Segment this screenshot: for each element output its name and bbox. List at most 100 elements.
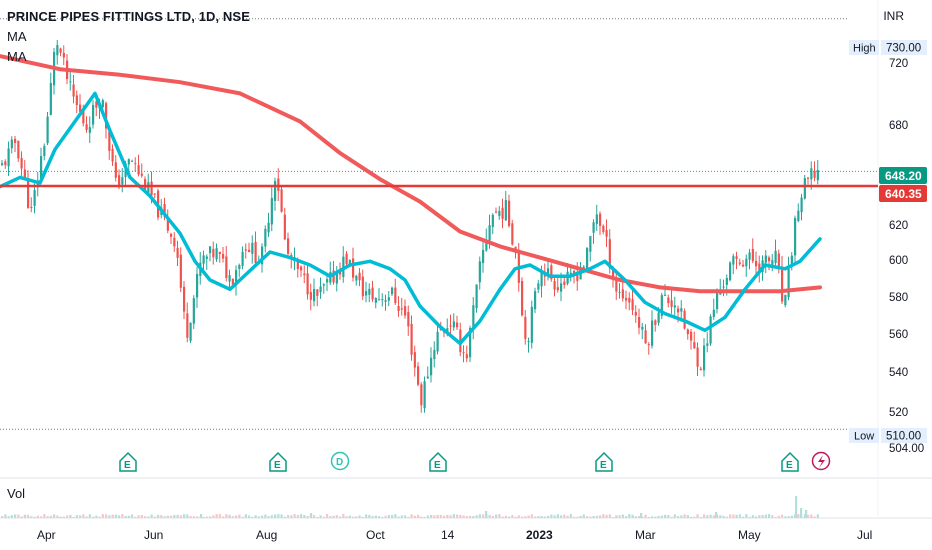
candle-body (417, 366, 420, 385)
volume-bar (540, 515, 543, 518)
earnings-icon[interactable]: E (119, 451, 137, 472)
candle-body (491, 214, 494, 227)
volume-bar (599, 515, 602, 518)
volume-bar (46, 516, 49, 518)
candle-body (456, 322, 459, 328)
candle-body (742, 264, 745, 267)
volume-bar (196, 516, 199, 518)
candles (1, 39, 819, 413)
split-lightning-icon[interactable] (811, 451, 831, 471)
candle-body (218, 251, 221, 255)
volume-bar (105, 514, 108, 518)
volume-bar (443, 515, 446, 518)
candle-body (706, 343, 709, 346)
candle-body (384, 300, 387, 302)
volume-bar (628, 514, 631, 518)
candle-body (105, 103, 108, 129)
candle-body (764, 255, 767, 263)
candle-body (400, 308, 403, 310)
volume-bar (290, 515, 293, 518)
candle-body (62, 52, 65, 58)
candle-body (300, 266, 303, 271)
candle-body (771, 260, 774, 265)
volume-bar (787, 516, 790, 518)
volume-bar (755, 516, 758, 518)
high-label: High 730.00 (849, 40, 927, 55)
volume-bar (631, 514, 634, 518)
volume-bar (82, 514, 85, 518)
earnings-icon[interactable]: E (269, 451, 287, 472)
candle-body (56, 45, 59, 56)
earnings-icon-label: E (600, 460, 607, 471)
candle-body (316, 289, 319, 296)
candle-body (49, 83, 52, 115)
candle-body (114, 162, 117, 178)
volume-bar (524, 516, 527, 518)
volume-bar (781, 514, 784, 518)
volume-bar (664, 514, 667, 518)
volume-bar (677, 516, 680, 518)
earnings-icon[interactable]: E (595, 451, 613, 472)
candle-body (462, 352, 465, 354)
earnings-icon[interactable]: E (429, 451, 447, 472)
earnings-icon-label: E (786, 460, 793, 471)
volume-bar (358, 515, 361, 518)
volume-bar (456, 514, 459, 518)
candle-body (176, 247, 179, 258)
candle-body (212, 248, 215, 258)
candle-body (621, 289, 624, 299)
volume-bar (59, 516, 62, 518)
x-tick-label: Apr (37, 528, 56, 542)
volume-bar (407, 516, 410, 518)
candle-body (270, 197, 273, 225)
volume-bar (394, 514, 397, 518)
candle-body (534, 291, 537, 310)
volume-bar (618, 515, 621, 518)
volume-bar (758, 515, 761, 518)
volume-bar (7, 516, 10, 518)
y-tick-label: 504.00 (889, 443, 924, 455)
volume-bar (550, 514, 553, 518)
candle-body (631, 299, 634, 311)
volume-bar (404, 515, 407, 518)
candle-body (339, 271, 342, 275)
indicator-legend-ma[interactable]: MA (7, 49, 27, 64)
volume-bar (17, 514, 20, 518)
candle-body (345, 253, 348, 265)
volume-bar (751, 515, 754, 518)
chart-title[interactable]: PRINCE PIPES FITTINGS LTD, 1D, NSE (7, 9, 250, 24)
event-markers[interactable]: E E D E E E (119, 451, 831, 472)
volume-bar (795, 496, 798, 518)
low-label: Low 510.00 (849, 428, 927, 443)
candle-body (556, 287, 559, 291)
candle-body (426, 376, 429, 379)
volume-bar (397, 516, 400, 518)
volume-bar (430, 515, 433, 518)
volume-bar (413, 515, 416, 518)
volume-bar (4, 514, 7, 518)
volume-bar (88, 514, 91, 518)
volume-legend[interactable]: Vol (7, 486, 26, 501)
candle-body (118, 175, 121, 188)
candle-body (59, 48, 62, 53)
indicator-legend-ma[interactable]: MA (7, 29, 27, 44)
volume-bar (173, 514, 176, 518)
candle-body (404, 306, 407, 316)
volume-bar (49, 515, 52, 518)
volume-bar (690, 516, 693, 518)
dividend-icon[interactable]: D (330, 451, 350, 471)
candle-body (800, 197, 803, 213)
candle-body (540, 272, 543, 287)
volume-bar (423, 516, 426, 518)
candle-body (485, 239, 488, 251)
candle-body (709, 316, 712, 344)
volume-bar (670, 516, 673, 518)
volume-bar (800, 508, 803, 518)
volume-bar (608, 514, 611, 518)
candle-body (69, 81, 72, 83)
earnings-icon[interactable]: E (781, 451, 799, 472)
candle-body (803, 178, 806, 199)
candle-body (261, 246, 264, 265)
candle-body (807, 177, 810, 179)
